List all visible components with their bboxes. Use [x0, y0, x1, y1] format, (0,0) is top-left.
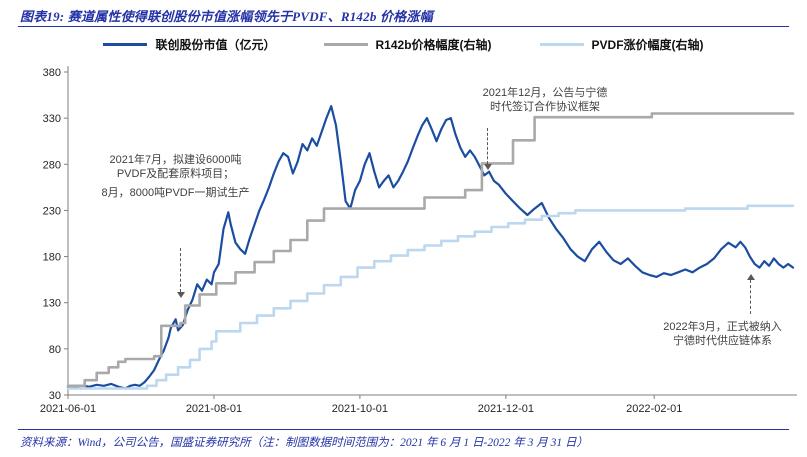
- x-tick-label: 2021-08-01: [186, 403, 242, 415]
- annotation-pvdf-project: 2021年7月，拟建设6000吨 PVDF及配套原料项目； 8月，8000吨PV…: [88, 153, 263, 200]
- annotation-line: 8月，8000吨PVDF一期试生产: [101, 187, 250, 199]
- chart-legend: 联创股份市值（亿元） R142b价格幅度(右轴) PVDF涨价幅度(右轴): [0, 36, 807, 53]
- legend-item-market-cap: 联创股份市值（亿元）: [103, 36, 276, 53]
- footer-divider: [18, 429, 789, 430]
- annotation-line: 2022年3月，正式被纳入: [663, 321, 782, 333]
- y-tick-label: 230: [43, 205, 61, 217]
- annotation-line: 2021年7月，拟建设6000吨: [109, 154, 242, 166]
- legend-item-r142b: R142b价格幅度(右轴): [323, 36, 492, 53]
- legend-label: 联创股份市值（亿元）: [155, 38, 276, 52]
- line-swatch-icon: [103, 43, 148, 46]
- legend-label: PVDF涨价幅度(右轴): [591, 38, 704, 52]
- x-tick-label: 2022-02-01: [626, 403, 682, 415]
- series-line-0: [66, 105, 795, 390]
- annotation-line: 2021年12月，公告与宁德: [482, 87, 608, 99]
- legend-label: R142b价格幅度(右轴): [375, 38, 492, 52]
- annotation-arrow-down: [176, 248, 185, 298]
- annotation-arrow-up: [746, 274, 755, 314]
- annotation-line: 宁德时代供应链体系: [673, 335, 772, 347]
- x-tick-label: 2021-12-01: [478, 403, 534, 415]
- line-swatch-icon: [323, 43, 368, 46]
- x-tick-label: 2021-10-01: [332, 403, 388, 415]
- series-line-2: [66, 204, 795, 390]
- x-tick-label: 2021-06-01: [40, 403, 96, 415]
- series-line-1: [66, 112, 795, 388]
- legend-item-pvdf: PVDF涨价幅度(右轴): [539, 36, 704, 53]
- chart-area: 380 330 280 230 180 130 80 30 2021-06-01 2021-08-…: [28, 58, 798, 426]
- annotation-line: 时代签订合作协议框架: [490, 101, 600, 113]
- annotation-line: PVDF及配套原料项目；: [116, 168, 235, 180]
- arrow-head-icon: [746, 274, 755, 280]
- title-divider: [18, 26, 789, 27]
- y-tick-label: 280: [43, 159, 61, 171]
- y-tick-label: 130: [43, 298, 61, 310]
- arrow-head-icon: [483, 164, 492, 170]
- source-note: 资料来源：Wind，公司公告，国盛证券研究所（注：制图数据时间范围为：2021 …: [20, 437, 588, 449]
- y-tick-label: 380: [43, 67, 61, 79]
- annotation-catl-agreement: 2021年12月，公告与宁德 时代签订合作协议框架: [455, 86, 635, 114]
- y-tick-label: 330: [43, 113, 61, 125]
- y-tick-label: 180: [43, 252, 61, 264]
- annotation-catl-supply-chain: 2022年3月，正式被纳入 宁德时代供应链体系: [640, 320, 805, 348]
- annotation-arrow-down: [483, 128, 492, 170]
- chart-title: 图表19: 赛道属性使得联创股份市值涨幅领先于PVDF、R142b 价格涨幅: [20, 9, 433, 24]
- arrow-head-icon: [176, 292, 185, 298]
- line-swatch-icon: [539, 43, 584, 46]
- y-tick-label: 80: [49, 344, 61, 356]
- y-tick-label: 30: [49, 390, 61, 402]
